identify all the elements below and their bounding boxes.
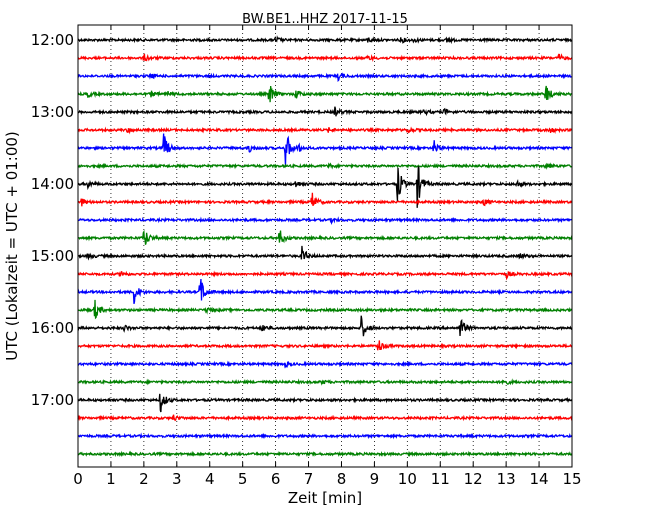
trace-line	[77, 162, 573, 170]
y-tick-label: 12:00	[31, 31, 74, 49]
y-tick-label: 14:00	[31, 175, 74, 193]
trace-line	[77, 126, 573, 135]
x-axis-ticks: 0 1 2 3 4 5 6 7 8 9 10 11 12 13 14 15	[73, 25, 582, 488]
trace-line	[77, 192, 573, 207]
trace-line	[77, 72, 573, 83]
x-tick-label: 2	[139, 470, 149, 488]
trace-line	[77, 340, 573, 351]
trace-line	[77, 450, 573, 458]
trace-line	[77, 216, 573, 225]
trace-line	[77, 270, 573, 281]
x-tick-label: 11	[431, 470, 450, 488]
y-axis-ticks: 12:00 13:00 14:00 15:00 16:00 17:00	[31, 31, 572, 409]
x-tick-label: 9	[370, 470, 380, 488]
trace-line	[77, 278, 573, 304]
trace-line	[77, 299, 573, 320]
seismic-traces	[77, 35, 573, 458]
trace-line	[77, 35, 573, 45]
trace-line	[77, 432, 573, 440]
trace-line	[77, 53, 573, 63]
x-tick-label: 15	[562, 470, 581, 488]
x-tick-label: 6	[271, 470, 281, 488]
trace-line	[77, 378, 573, 386]
trace-line	[77, 414, 573, 422]
x-tick-label: 4	[205, 470, 215, 488]
grid-lines	[110, 25, 540, 467]
trace-line	[77, 85, 573, 103]
x-tick-label: 7	[304, 470, 314, 488]
chart-title: BW.BE1..HHZ 2017-11-15	[242, 12, 408, 27]
x-tick-label: 5	[238, 470, 248, 488]
trace-line	[77, 166, 573, 208]
trace-line	[77, 106, 573, 117]
plot-area	[78, 25, 572, 467]
x-tick-label: 0	[73, 470, 83, 488]
plot-frame	[77, 24, 573, 468]
trace-line	[77, 393, 573, 413]
y-tick-label: 15:00	[31, 247, 74, 265]
trace-line	[77, 245, 573, 261]
x-tick-label: 13	[497, 470, 516, 488]
trace-line	[77, 229, 573, 245]
x-tick-label: 10	[398, 470, 417, 488]
y-tick-label: 16:00	[31, 319, 74, 337]
x-tick-label: 14	[530, 470, 549, 488]
x-tick-label: 3	[172, 470, 182, 488]
y-tick-label: 13:00	[31, 103, 74, 121]
x-tick-label: 8	[337, 470, 347, 488]
y-tick-label: 17:00	[31, 391, 74, 409]
x-tick-label: 12	[464, 470, 483, 488]
y-axis-label: UTC (Lokalzeit = UTC + 01:00)	[3, 131, 21, 361]
trace-line	[77, 315, 573, 337]
trace-line	[77, 360, 573, 369]
x-axis-label: Zeit [min]	[288, 489, 362, 507]
trace-line	[77, 133, 573, 166]
x-tick-label: 1	[106, 470, 116, 488]
